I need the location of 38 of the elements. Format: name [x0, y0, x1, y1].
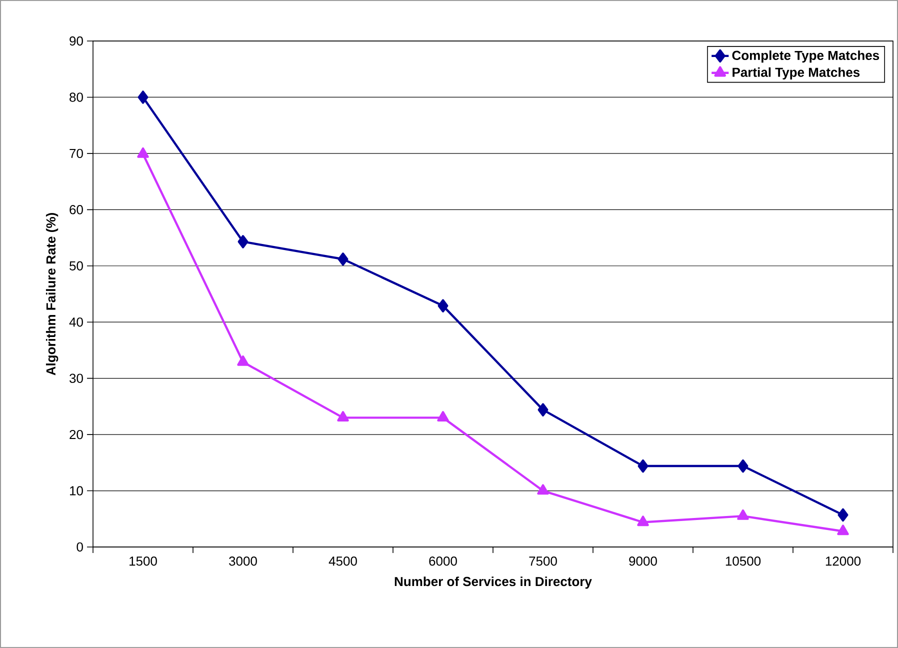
y-tick-label: 90: [70, 36, 83, 46]
legend-label: Partial Type Matches: [732, 67, 860, 80]
x-tick-label: 12000: [826, 556, 861, 566]
point: [737, 509, 749, 520]
x-tick-label: 7500: [529, 556, 557, 566]
point: [537, 484, 549, 495]
y-tick-label: 50: [70, 261, 83, 270]
y-tick-label: 40: [69, 318, 83, 327]
point: [337, 411, 349, 422]
y-tick-label: 30: [70, 374, 83, 383]
point: [438, 299, 448, 312]
x-axis-title: Number of Services in Directory: [394, 576, 592, 589]
legend-label: Complete Type Matches: [732, 50, 880, 63]
point: [837, 524, 849, 536]
x-tick-label: 6000: [429, 556, 457, 566]
point: [137, 147, 149, 158]
y-tick-label: 80: [70, 92, 83, 102]
point: [238, 235, 248, 248]
y-axis-title: Algorithm Failure Rate (%): [46, 213, 58, 376]
y-tick-label: 70: [70, 148, 83, 158]
y-tick-label: 10: [70, 486, 83, 496]
point: [437, 411, 449, 422]
y-tick-label: 20: [70, 430, 83, 440]
x-tick-label: 10500: [726, 556, 761, 566]
point: [538, 403, 548, 416]
x-tick-label: 4500: [328, 556, 357, 566]
point: [638, 459, 648, 473]
point: [838, 508, 848, 522]
x-tick-label: 9000: [629, 556, 657, 566]
x-tick-label: 1500: [130, 556, 157, 566]
y-tick-label: 60: [70, 205, 83, 214]
point: [738, 459, 748, 473]
x-tick-label: 3000: [229, 556, 257, 566]
point: [237, 355, 249, 366]
point: [637, 516, 649, 526]
point: [138, 90, 148, 104]
point: [338, 252, 348, 266]
y-tick-label: 0: [76, 542, 83, 552]
